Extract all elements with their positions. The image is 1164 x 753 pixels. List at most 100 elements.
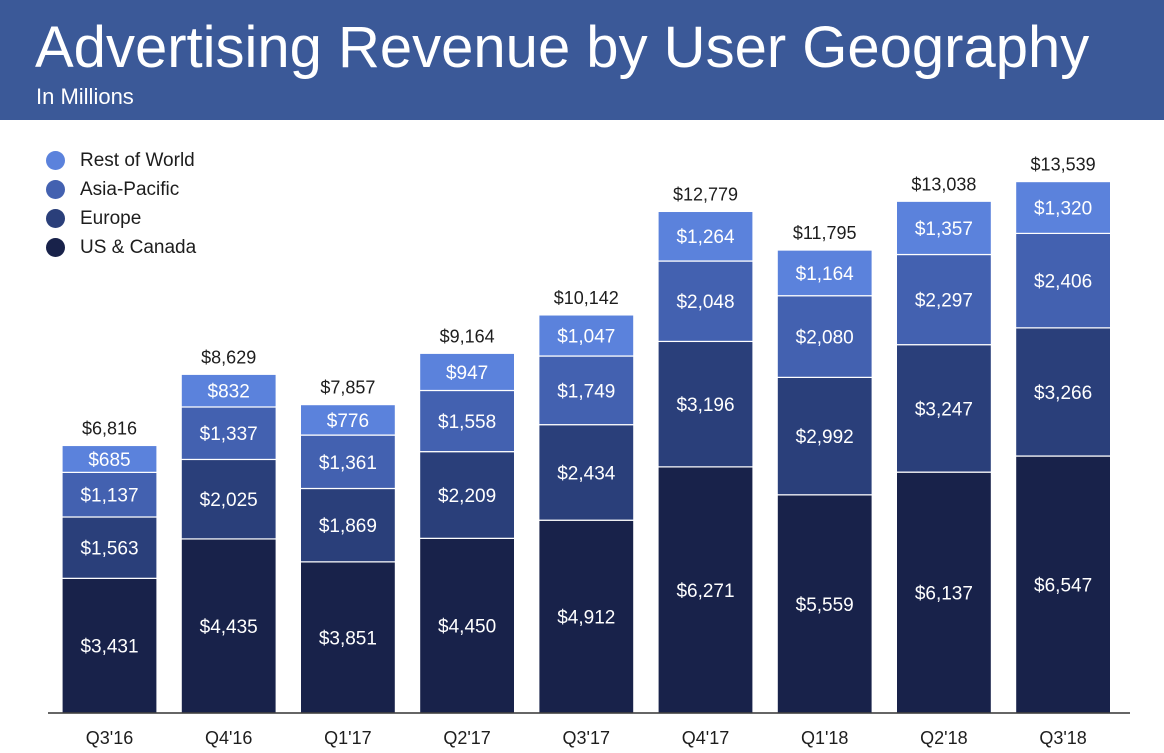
bar-segment-europe — [419, 451, 516, 539]
chart-title: Advertising Revenue by User Geography — [35, 15, 1090, 80]
data-label-asia-pacific: $1,137 — [80, 486, 138, 507]
data-label-europe: $1,869 — [319, 516, 377, 537]
legend-label-europe: Europe — [80, 207, 142, 229]
total-label: $8,629 — [201, 347, 256, 367]
legend-label-asia-pacific: Asia-Pacific — [80, 178, 180, 200]
bar-segment-us-canada — [1014, 455, 1112, 714]
bar-segment-rest-of-world — [419, 352, 516, 392]
data-label-europe: $3,247 — [915, 399, 973, 420]
legend-label-rest-of-world: Rest of World — [80, 149, 195, 171]
data-label-europe: $1,563 — [80, 539, 138, 560]
bar-segment-rest-of-world — [657, 210, 754, 262]
x-tick-label: Q1'18 — [801, 728, 848, 748]
data-label-europe: $2,992 — [796, 427, 854, 448]
data-label-rest-of-world: $1,047 — [557, 326, 615, 347]
chart-header: Advertising Revenue by User Geography In… — [0, 0, 1164, 120]
data-label-asia-pacific: $1,337 — [200, 424, 258, 445]
bar-segment-rest-of-world — [61, 444, 158, 473]
total-label: $6,816 — [82, 418, 137, 438]
data-label-asia-pacific: $2,297 — [915, 291, 973, 312]
data-label-rest-of-world: $776 — [327, 411, 369, 432]
data-label-rest-of-world: $832 — [208, 382, 250, 403]
data-label-us-canada: $6,137 — [915, 584, 973, 605]
data-label-europe: $3,266 — [1034, 383, 1092, 404]
x-tick-label: Q2'17 — [443, 728, 490, 748]
legend-swatch-asia-pacific — [46, 180, 65, 199]
chart-legend: Rest of World Asia-Pacific Europe US & C… — [46, 146, 196, 262]
bar-segment-europe — [895, 344, 993, 473]
bar-segment-us-canada — [776, 494, 873, 714]
bar-segment-asia-pacific — [657, 260, 754, 343]
data-label-us-canada: $5,559 — [796, 595, 854, 616]
data-label-us-canada: $4,912 — [557, 608, 615, 629]
data-label-asia-pacific: $1,749 — [557, 381, 615, 402]
data-label-us-canada: $4,435 — [200, 617, 258, 638]
total-label: $7,857 — [320, 378, 375, 398]
bar-segment-europe — [538, 424, 635, 521]
bar-segment-rest-of-world — [180, 373, 277, 408]
x-tick-label: Q3'18 — [1039, 728, 1086, 748]
bar-segment-europe — [657, 340, 754, 468]
x-tick-label: Q2'18 — [920, 728, 967, 748]
data-label-us-canada: $6,271 — [676, 581, 734, 602]
legend-item-us-canada: US & Canada — [46, 233, 196, 262]
bar-segment-asia-pacific — [895, 253, 993, 346]
chart-subtitle: In Millions — [36, 84, 134, 109]
legend-swatch-us-canada — [46, 238, 65, 257]
x-tick-label: Q3'16 — [86, 728, 133, 748]
data-label-rest-of-world: $1,320 — [1034, 198, 1092, 219]
data-label-us-canada: $6,547 — [1034, 576, 1092, 597]
bar-segment-asia-pacific — [1014, 232, 1112, 329]
data-label-rest-of-world: $1,264 — [676, 227, 735, 248]
data-label-asia-pacific: $2,406 — [1034, 272, 1092, 293]
bar-segment-asia-pacific — [776, 295, 873, 378]
total-label: $13,038 — [911, 174, 976, 194]
total-label: $10,142 — [554, 288, 619, 308]
x-tick-label: Q4'17 — [682, 728, 729, 748]
total-label: $13,539 — [1031, 155, 1096, 175]
legend-item-europe: Europe — [46, 204, 196, 233]
bar-segment-asia-pacific — [419, 389, 516, 453]
bar-segment-asia-pacific — [538, 355, 635, 426]
data-label-rest-of-world: $947 — [446, 363, 488, 384]
data-label-europe: $2,209 — [438, 486, 496, 507]
bar-segment-asia-pacific — [299, 434, 396, 490]
bar-segment-rest-of-world — [776, 249, 873, 297]
legend-item-asia-pacific: Asia-Pacific — [46, 175, 196, 204]
bar-segment-europe — [776, 376, 873, 496]
legend-swatch-rest-of-world — [46, 151, 65, 170]
data-label-us-canada: $3,431 — [80, 637, 138, 658]
total-label: $12,779 — [673, 184, 738, 204]
bar-segment-europe — [299, 487, 396, 563]
total-label: $11,795 — [793, 223, 857, 243]
data-label-europe: $2,025 — [200, 490, 258, 511]
bar-segment-asia-pacific — [61, 471, 158, 518]
bar-segment-us-canada — [419, 537, 516, 714]
bar-segment-us-canada — [299, 561, 396, 714]
legend-label-us-canada: US & Canada — [80, 236, 197, 258]
x-tick-label: Q3'17 — [563, 728, 610, 748]
x-tick-label: Q1'17 — [324, 728, 371, 748]
data-label-rest-of-world: $1,357 — [915, 219, 973, 240]
data-label-europe: $2,434 — [557, 463, 616, 484]
bar-segment-rest-of-world — [1014, 180, 1112, 235]
bar-segment-us-canada — [657, 466, 754, 714]
data-label-us-canada: $4,450 — [438, 617, 496, 638]
bar-segment-rest-of-world — [299, 404, 396, 436]
bar-segment-rest-of-world — [895, 200, 993, 256]
data-label-us-canada: $3,851 — [319, 628, 377, 649]
bar-segment-rest-of-world — [538, 314, 635, 357]
bar-segment-us-canada — [538, 519, 635, 714]
bar-segment-europe — [180, 458, 277, 540]
data-label-europe: $3,196 — [676, 395, 734, 416]
bar-segment-us-canada — [180, 538, 277, 714]
data-label-asia-pacific: $2,048 — [676, 292, 734, 313]
legend-item-rest-of-world: Rest of World — [46, 146, 196, 175]
data-label-asia-pacific: $1,558 — [438, 412, 496, 433]
x-tick-label: Q4'16 — [205, 728, 252, 748]
data-label-asia-pacific: $2,080 — [796, 328, 854, 349]
data-label-rest-of-world: $685 — [88, 450, 130, 471]
legend-swatch-europe — [46, 209, 65, 228]
data-label-asia-pacific: $1,361 — [319, 453, 377, 474]
